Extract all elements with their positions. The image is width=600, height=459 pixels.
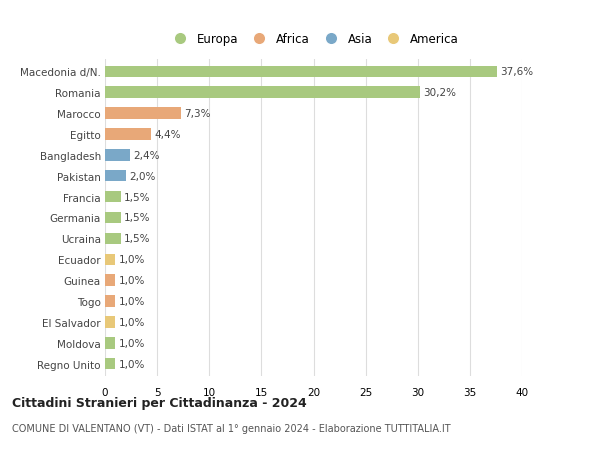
- Bar: [105, 358, 115, 369]
- Bar: [105, 129, 151, 140]
- Bar: [105, 254, 115, 265]
- Text: 1,5%: 1,5%: [124, 234, 150, 244]
- Text: 1,0%: 1,0%: [119, 275, 145, 285]
- Text: COMUNE DI VALENTANO (VT) - Dati ISTAT al 1° gennaio 2024 - Elaborazione TUTTITAL: COMUNE DI VALENTANO (VT) - Dati ISTAT al…: [12, 424, 451, 433]
- Text: 1,0%: 1,0%: [119, 359, 145, 369]
- Text: 4,4%: 4,4%: [154, 130, 181, 140]
- Text: 1,0%: 1,0%: [119, 297, 145, 306]
- Bar: [105, 150, 130, 161]
- Bar: [105, 67, 497, 78]
- Text: 1,0%: 1,0%: [119, 317, 145, 327]
- Bar: [105, 296, 115, 307]
- Text: 1,5%: 1,5%: [124, 213, 150, 223]
- Text: 1,5%: 1,5%: [124, 192, 150, 202]
- Text: 2,0%: 2,0%: [129, 171, 155, 181]
- Bar: [105, 316, 115, 328]
- Bar: [105, 337, 115, 349]
- Legend: Europa, Africa, Asia, America: Europa, Africa, Asia, America: [166, 31, 461, 48]
- Text: 37,6%: 37,6%: [500, 67, 533, 77]
- Bar: [105, 213, 121, 224]
- Text: 7,3%: 7,3%: [184, 109, 211, 119]
- Bar: [105, 275, 115, 286]
- Bar: [105, 171, 126, 182]
- Bar: [105, 108, 181, 120]
- Text: 1,0%: 1,0%: [119, 338, 145, 348]
- Bar: [105, 233, 121, 245]
- Text: Cittadini Stranieri per Cittadinanza - 2024: Cittadini Stranieri per Cittadinanza - 2…: [12, 396, 307, 409]
- Bar: [105, 87, 420, 99]
- Text: 1,0%: 1,0%: [119, 255, 145, 265]
- Bar: [105, 191, 121, 203]
- Text: 30,2%: 30,2%: [423, 88, 456, 98]
- Text: 2,4%: 2,4%: [133, 151, 160, 161]
